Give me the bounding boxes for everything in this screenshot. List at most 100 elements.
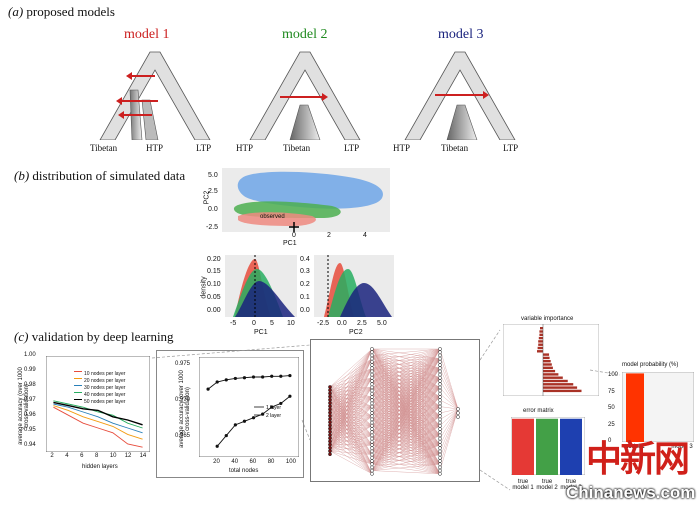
chart2-xtick-2: 40 (231, 459, 239, 465)
varimp-bar (543, 353, 550, 356)
dens-r-ytick-2: 0.3 (300, 268, 310, 275)
nn-node-layer-3 (438, 372, 442, 377)
chart2-point (251, 375, 256, 379)
chart1-legend-label-3: 30 nodes per layer (84, 385, 126, 391)
nn-edge (329, 406, 373, 452)
nn-edge (371, 358, 441, 382)
watermark-url: Chinanews.com (566, 483, 696, 502)
nn-node-layer-3 (438, 395, 442, 399)
nn-node-layer-2 (370, 350, 374, 355)
mp-ytick-3: 50 (608, 405, 615, 411)
nn-edge (329, 387, 373, 445)
nn-node-layer-1 (328, 449, 332, 453)
nn-edge (329, 396, 373, 445)
nn-node-layer-2 (370, 414, 374, 419)
dens-r-ytick-4: 0.1 (300, 294, 310, 301)
nn-edge (371, 358, 441, 439)
nn-edge (371, 358, 441, 362)
nn-edge (371, 368, 441, 471)
chart2-xtick-4: 80 (267, 459, 275, 465)
model-2-leaf-1: HTP (236, 143, 254, 153)
chart2-point (215, 444, 219, 448)
nn-node-layer-3 (438, 471, 442, 476)
chart1-xtick-3: 6 (80, 453, 84, 459)
varimp-bar (543, 386, 578, 389)
nn-edge (329, 358, 373, 432)
nn-node-layer-1 (328, 407, 332, 412)
nn-node-layer-2 (370, 401, 374, 406)
nn-node-layer-3 (438, 347, 442, 351)
nn-node-layer-3 (438, 379, 442, 383)
nn-node-layer-3 (438, 382, 442, 387)
chart2-legend-label-2: 2 layer (266, 413, 281, 419)
nn-node-layer-2 (370, 404, 374, 409)
nn-edge (371, 377, 441, 458)
nn-node-layer-1 (328, 401, 332, 405)
nn-edge (439, 348, 459, 410)
nn-edge (439, 408, 459, 446)
nn-node-layer-3 (438, 350, 442, 355)
density-pc2-plot (314, 255, 394, 317)
varimp-bar (543, 366, 553, 369)
chart2-point (224, 378, 228, 382)
dens-r-ytick-3: 0.2 (300, 281, 310, 288)
chart1-series-2 (53, 405, 143, 440)
chart2-point (279, 374, 283, 378)
nn-edge (439, 408, 459, 414)
hidden-layers-chart-panel: average accuracy (over 1000 cross-valida… (2, 352, 152, 474)
nn-edge (371, 416, 441, 458)
varimp-bar (543, 373, 559, 376)
nn-edge (371, 425, 441, 458)
nn-node-layer-2 (370, 423, 374, 428)
dens-l-xtick-4: 10 (287, 320, 295, 327)
chart2-point (215, 380, 219, 384)
nn-edge (371, 416, 441, 465)
nn-edge (329, 348, 373, 432)
nn-edge (329, 348, 373, 420)
model-3-label: model 3 (438, 27, 484, 42)
neural-network-diagram (310, 339, 480, 482)
errmat-cat-3: true model 3 (560, 479, 582, 491)
dens-l-ytick-1: 0.20 (207, 256, 221, 263)
nn-edge (329, 450, 373, 465)
error-matrix-title: error matrix (523, 408, 554, 414)
nn-node-layer-2 (370, 347, 374, 351)
chart1-legend-item-5: 50 nodes per layer (74, 390, 125, 408)
nn-edge (371, 348, 441, 382)
nn-node-layer-3 (438, 468, 442, 473)
mp-bar-2 (649, 441, 667, 442)
nn-node-layer-1 (328, 388, 332, 393)
varimp-bar (543, 363, 552, 366)
varimp-bar (539, 330, 543, 333)
nn-edge (329, 377, 373, 452)
nn-edge (439, 380, 459, 410)
nn-node-layer-2 (370, 433, 374, 438)
nn-node-layer-2 (370, 363, 374, 367)
nn-edge (329, 358, 373, 413)
chart2-point (288, 394, 292, 398)
nn-node-layer-1 (328, 433, 332, 437)
chart1-ytick-3: 0.98 (24, 382, 36, 388)
chart1-legend-swatch-2 (74, 377, 82, 379)
nn-edge (439, 400, 459, 410)
nn-node-layer-1 (328, 410, 332, 415)
mp-bar-3 (672, 441, 690, 442)
error-matrix-chart (511, 417, 585, 475)
nn-node-layer-3 (438, 359, 442, 364)
nn-node-layer-2 (370, 388, 374, 393)
nn-edge (329, 450, 373, 474)
varimp-bar (538, 336, 543, 340)
chart2-xtick-1: 20 (213, 459, 220, 465)
nn-edge (329, 348, 373, 426)
model-1-tree (99, 51, 211, 140)
nn-node-layer-4 (456, 415, 460, 419)
nn-edge (371, 358, 441, 401)
nn-node-layer-3 (438, 420, 442, 425)
variable-importance-panel: variable importance (487, 316, 602, 396)
nn-node-layer-2 (370, 395, 374, 399)
nn-node-layer-2 (370, 391, 374, 396)
mp-ytick-5: 0 (608, 438, 612, 444)
nn-edge (329, 348, 373, 400)
nn-edge (329, 368, 373, 445)
nn-node-layer-2 (370, 375, 374, 380)
